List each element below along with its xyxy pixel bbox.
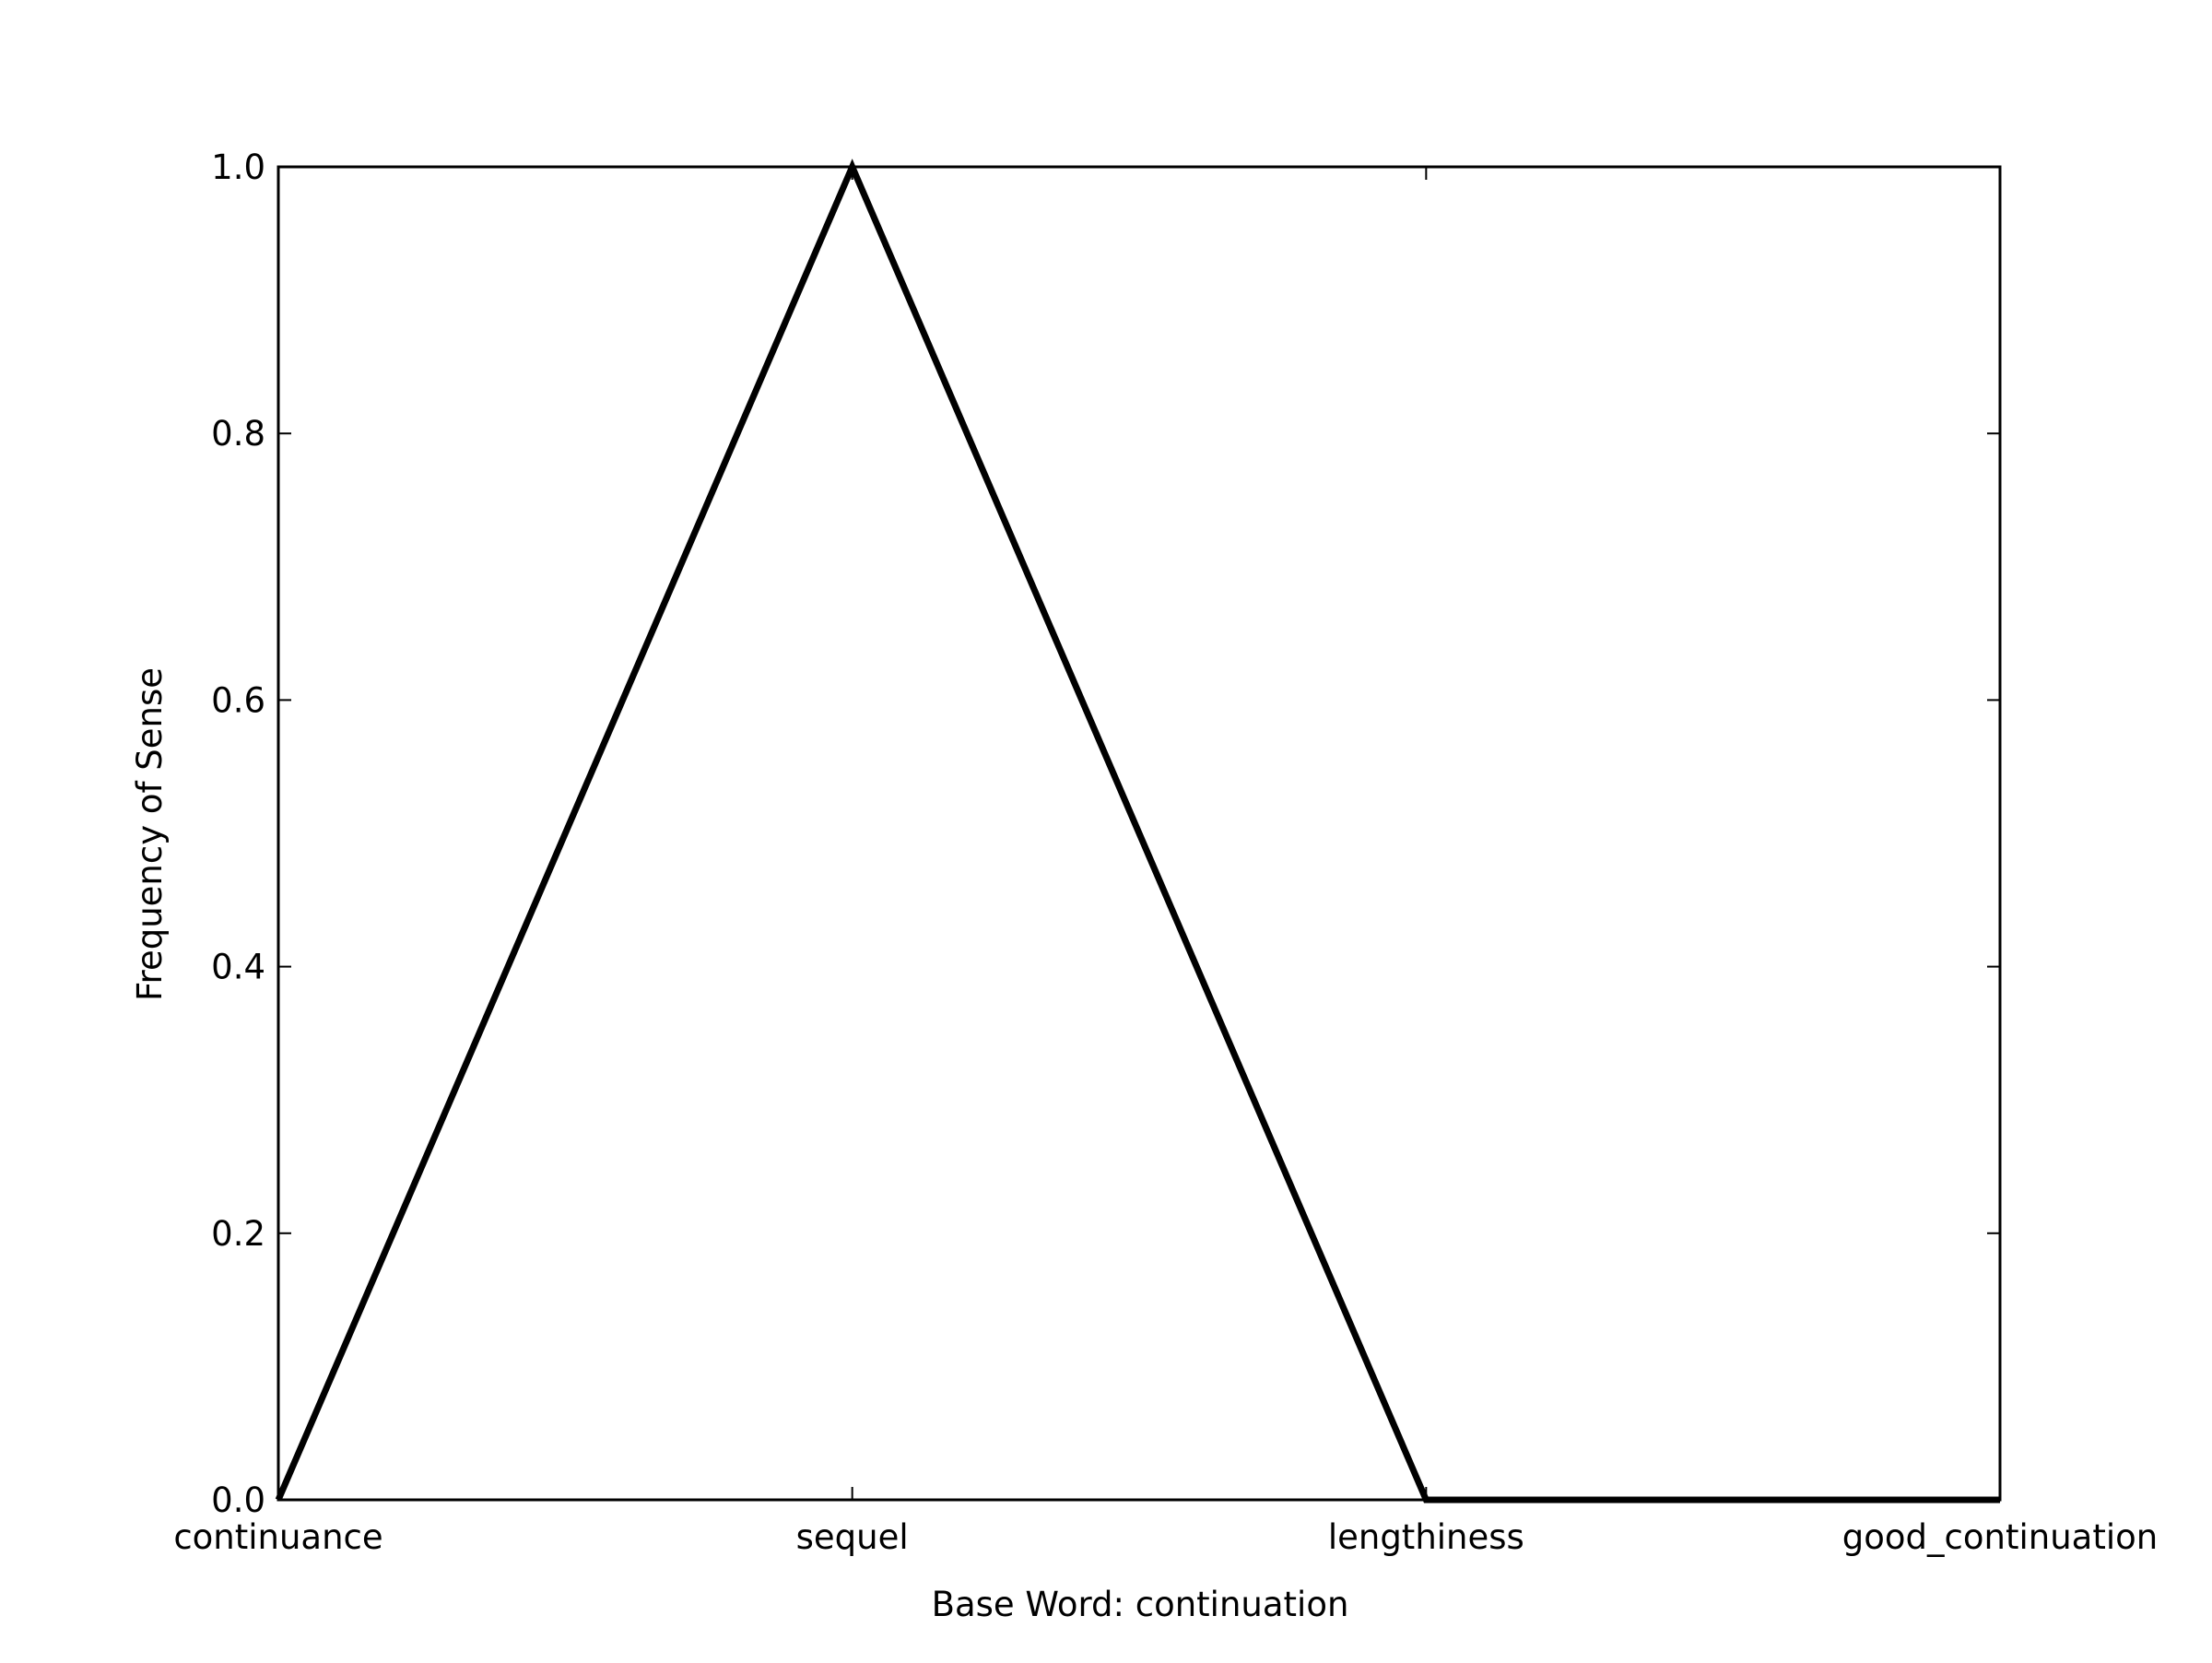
x-axis-label: Base Word: continuation xyxy=(932,1585,1349,1624)
y-tick-label: 0.2 xyxy=(211,1214,265,1254)
y-tick-label: 0.6 xyxy=(211,680,265,720)
y-axis-label: Frequency of Sense xyxy=(130,667,170,1001)
y-tick-label: 0.4 xyxy=(211,948,265,987)
x-tick-label: lengthiness xyxy=(1328,1517,1524,1557)
y-tick-label: 0.8 xyxy=(211,414,265,454)
y-tick-label: 0.0 xyxy=(211,1480,265,1520)
plot-area xyxy=(275,159,2002,1504)
axes-frame xyxy=(276,165,2002,1502)
y-tick-label: 1.0 xyxy=(211,147,265,187)
x-tick-label: good_continuation xyxy=(1842,1517,2158,1557)
y-axis-ticks: 0.0 0.2 0.4 0.6 0.8 1.0 xyxy=(211,147,2000,1520)
x-tick-label: continuance xyxy=(173,1517,382,1557)
x-tick-label: sequel xyxy=(796,1517,909,1557)
x-axis-ticks: continuance sequel lengthiness good_continu… xyxy=(173,167,2158,1557)
